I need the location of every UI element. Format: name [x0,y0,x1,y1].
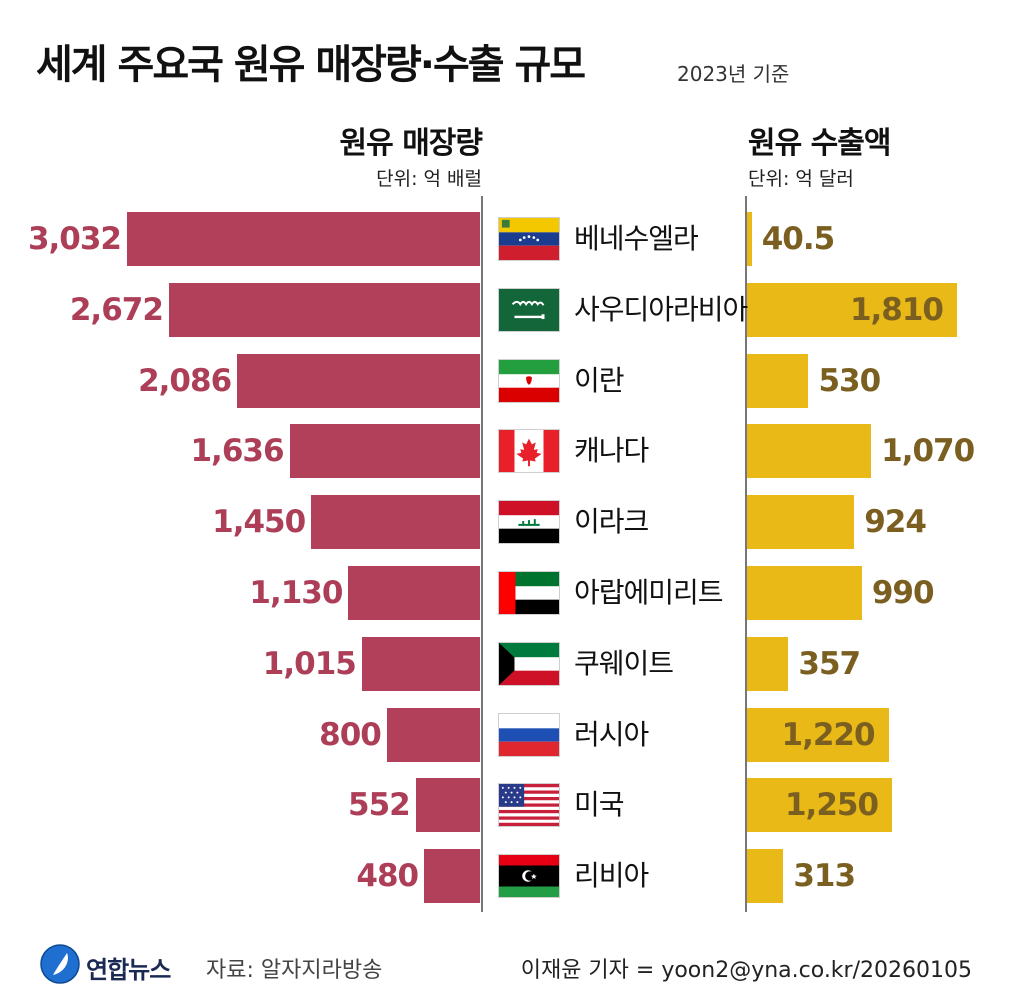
libya-flag-icon [498,854,560,899]
exports-bar [747,849,784,904]
reserves-value-label: 800 [319,716,382,753]
basis-year: 2023년 기준 [677,62,790,86]
exports-value-label: 1,810 [849,291,944,328]
country-label: 아랍에미리트 [574,576,724,609]
exports-value-label: 530 [818,362,881,399]
country-label: 미국 [574,788,625,822]
exports-bar [747,707,889,762]
exports-bar [747,282,957,337]
exports-value-label: 1,250 [784,787,879,824]
exports-value-label: 357 [798,645,861,682]
exports-title: 원유 수출액 [748,126,891,161]
exports-value-label: 40.5 [761,221,835,257]
country-label: 이라크 [574,505,649,539]
country-label: 러시아 [574,717,649,751]
data-source: 자료: 알자지라방송 [206,958,383,983]
reserves-bar [424,849,480,904]
exports-bar [747,212,752,266]
exports-axis-line [745,196,747,912]
reporter-credit: 이재윤 기자 = yoon2@yna.co.kr/20260105 [520,958,972,983]
exports-bar [747,636,789,691]
exports-bar [747,566,862,620]
exports-bar [747,495,855,550]
page-title: 세계 주요국 원유 매장량·수출 규모 [36,42,586,88]
reserves-value-label: 1,015 [262,645,357,682]
exports-bar [747,778,893,833]
exports-unit: 단위: 억 달러 [748,168,854,190]
reserves-value-label: 1,130 [249,575,343,611]
reserves-bar [311,495,480,550]
country-label: 쿠웨이트 [574,646,674,680]
reserves-value-label: 2,086 [138,362,232,399]
reserves-title: 원유 매장량 [339,126,483,161]
canada-flag-icon [498,429,560,474]
country-label: 캐나다 [574,434,649,468]
kuwait-flag-icon [498,641,560,686]
yonhap-brand: 연합뉴스 [86,956,171,984]
usa-flag-icon [498,783,560,828]
exports-value-label: 1,070 [881,433,975,470]
reserves-value-label: 1,636 [190,433,284,470]
reserves-bar [289,424,480,479]
exports-value-label: 990 [871,575,935,611]
reserves-bar [415,778,480,833]
reserves-value-label: 552 [348,787,411,824]
reserves-bar [168,282,480,337]
exports-value-label: 1,220 [781,716,876,753]
reserves-bar [386,707,480,762]
iraq-flag-icon [498,500,560,545]
reserves-bar [237,353,480,408]
country-label: 이란 [574,363,625,397]
reserves-unit: 단위: 억 배럴 [376,168,482,190]
country-label: 리비아 [574,859,649,893]
exports-value-label: 313 [793,858,856,895]
iran-flag-icon [498,358,560,403]
exports-value-label: 924 [864,504,927,541]
reserves-value-label: 480 [356,858,419,895]
reserves-bar [348,566,480,620]
saudi-arabia-flag-icon [498,287,560,332]
reserves-bar [361,636,480,691]
uae-flag-icon [498,571,560,615]
reserves-value-label: 3,032 [27,221,122,257]
country-label: 베네수엘라 [574,222,699,255]
russia-flag-icon [498,712,560,757]
yonhap-logo-icon [40,944,80,984]
exports-bar [747,353,809,408]
reserves-bar [127,212,480,266]
reserves-value-label: 2,672 [69,291,164,328]
venezuela-flag-icon [498,217,560,261]
country-label: 사우디아라비아 [574,292,748,326]
reserves-axis-line [481,196,483,912]
reserves-value-label: 1,450 [212,504,306,541]
exports-bar [747,424,872,479]
